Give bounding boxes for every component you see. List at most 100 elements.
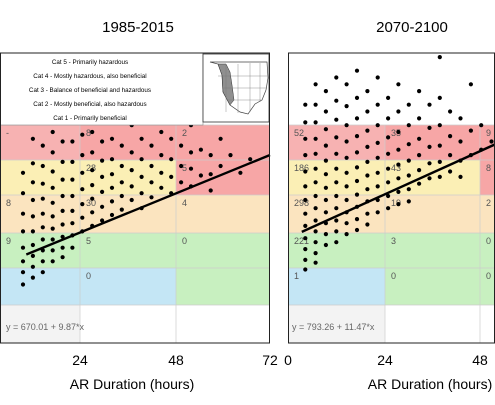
data-point xyxy=(303,267,308,272)
right-cell-counts: 52 35 9 186 43 8 298 19 2 221 3 0 1 0 0 xyxy=(294,128,491,281)
data-point xyxy=(396,82,401,87)
cell-count: - xyxy=(6,128,9,138)
data-point xyxy=(313,229,318,234)
data-point xyxy=(448,134,453,139)
legend-entry-cat3: Cat 3 - Balance of beneficial and hazard… xyxy=(29,87,151,94)
data-point xyxy=(70,208,75,213)
data-point xyxy=(344,82,349,87)
legend-entry-cat4: Cat 4 - Mostly hazardous, also beneficia… xyxy=(33,73,146,80)
right-data-points xyxy=(303,55,494,272)
data-point xyxy=(448,153,453,158)
data-point xyxy=(344,170,349,175)
data-point xyxy=(323,210,328,215)
data-point xyxy=(218,163,223,169)
data-point xyxy=(365,128,370,133)
data-point xyxy=(334,75,339,80)
data-point xyxy=(40,163,45,169)
data-point xyxy=(149,163,154,169)
cell-count: 8 xyxy=(486,163,491,173)
data-point xyxy=(109,199,115,204)
data-point xyxy=(448,109,453,114)
data-point xyxy=(427,161,432,166)
data-point xyxy=(50,185,55,190)
legend-box xyxy=(0,52,204,126)
data-point xyxy=(427,125,432,130)
data-point xyxy=(334,151,339,156)
data-point xyxy=(149,195,154,200)
legend-entry-cat2: Cat 2 - Mostly beneficial, also hazardou… xyxy=(33,101,146,108)
right-regression-label: y = 793.26 + 11.47*x xyxy=(292,322,375,332)
data-point xyxy=(303,223,308,228)
band-white-long xyxy=(80,305,270,343)
data-point xyxy=(179,180,184,185)
band-cat2-long xyxy=(385,268,495,305)
cell-count: 52 xyxy=(294,128,304,138)
left-chart-title: 1985-2015 xyxy=(102,19,174,36)
data-point xyxy=(354,165,360,170)
data-point xyxy=(50,150,55,155)
data-point xyxy=(179,143,184,148)
cell-count: 221 xyxy=(294,236,309,246)
data-point xyxy=(354,192,360,197)
data-point xyxy=(303,211,308,216)
data-point xyxy=(303,136,308,141)
x-tick-label: 72 xyxy=(262,352,278,368)
data-point xyxy=(149,143,154,148)
data-point xyxy=(375,155,380,160)
data-point xyxy=(334,166,339,171)
data-point xyxy=(40,143,45,148)
data-point xyxy=(20,282,26,287)
data-point xyxy=(90,150,95,155)
data-point xyxy=(303,257,308,262)
band-cat5-extended xyxy=(480,160,495,195)
data-point xyxy=(80,215,85,220)
cell-count: 2 xyxy=(182,128,187,138)
data-point xyxy=(354,134,360,139)
cell-count: 9 xyxy=(486,128,491,138)
data-point xyxy=(139,136,144,141)
data-point xyxy=(139,157,144,162)
data-point xyxy=(100,204,105,209)
x-tick-label: 0 xyxy=(284,352,292,368)
data-point xyxy=(20,259,26,264)
data-point xyxy=(417,168,422,173)
data-point xyxy=(129,168,134,173)
data-point xyxy=(458,174,463,179)
data-point xyxy=(60,193,65,199)
data-point xyxy=(344,221,349,226)
data-point xyxy=(80,202,85,207)
data-point xyxy=(417,116,422,121)
data-point xyxy=(109,185,115,190)
data-point xyxy=(179,163,184,169)
left-regression-label: y = 670.01 + 9.87*x xyxy=(6,322,85,332)
left-category-bands xyxy=(0,53,270,343)
data-point xyxy=(303,153,308,158)
category-band-3 xyxy=(0,195,270,233)
data-point xyxy=(344,139,349,144)
data-point xyxy=(20,170,26,175)
data-point xyxy=(468,82,473,87)
data-point xyxy=(109,136,115,141)
data-point xyxy=(427,176,432,181)
data-point xyxy=(344,104,349,109)
left-x-tick-labels: 24 48 72 xyxy=(72,352,278,368)
band-white-long xyxy=(385,305,495,343)
data-point xyxy=(30,214,35,219)
data-point xyxy=(334,218,339,223)
data-point xyxy=(437,55,442,60)
legend-entry-cat5: Cat 5 - Primarily hazardous xyxy=(52,59,128,66)
data-point xyxy=(100,158,105,163)
data-point xyxy=(365,109,370,114)
data-point xyxy=(323,197,328,203)
left-panel: 1985-2015 - 8 2 28 5 8 30 4 9 5 0 0 y = 670.01 + 9.… xyxy=(0,19,278,392)
data-point xyxy=(50,248,55,253)
data-point xyxy=(208,153,213,158)
data-point xyxy=(50,237,55,242)
cell-count: 8 xyxy=(6,198,11,208)
data-point xyxy=(313,102,318,107)
cell-count: 8 xyxy=(86,128,91,138)
data-point xyxy=(313,166,318,171)
data-point xyxy=(139,174,144,179)
data-point xyxy=(354,217,360,222)
map-inset xyxy=(202,53,270,123)
